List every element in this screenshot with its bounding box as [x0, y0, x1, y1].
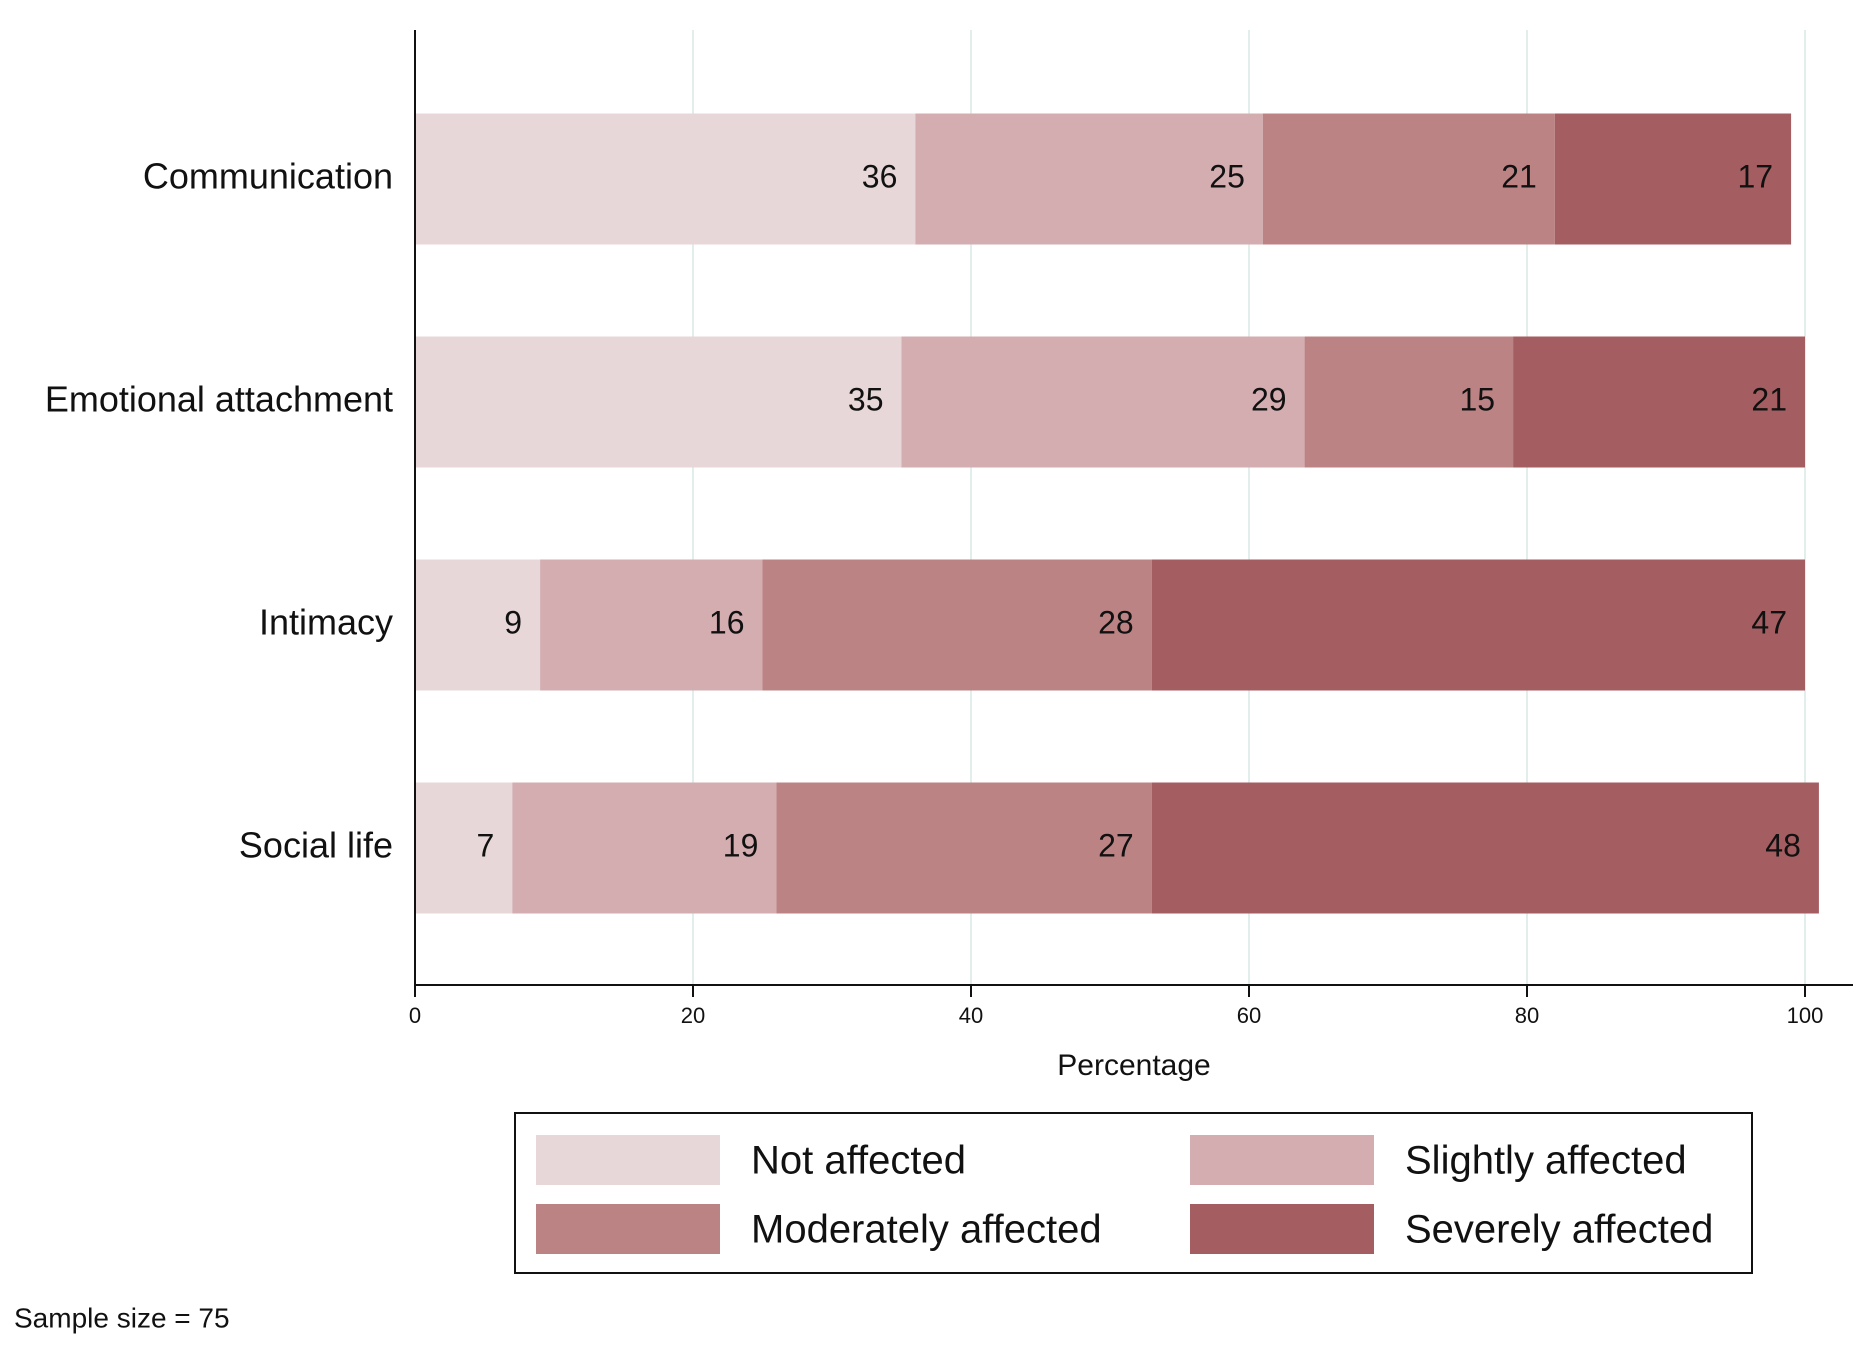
data-label: 47 [1751, 604, 1787, 640]
legend-label: Not affected [751, 1139, 966, 1183]
data-label: 19 [723, 827, 759, 863]
bar-segment [762, 559, 1152, 691]
x-tick-label: 80 [1515, 1003, 1539, 1028]
legend-label: Moderately affected [751, 1208, 1102, 1252]
data-label: 35 [848, 381, 884, 417]
data-label: 48 [1765, 827, 1801, 863]
bar-segment [415, 559, 541, 691]
legend-label: Severely affected [1405, 1208, 1713, 1252]
y-tick-label: Communication [143, 156, 393, 197]
legend-swatch [1190, 1135, 1374, 1185]
legend-label: Slightly affected [1405, 1139, 1687, 1183]
data-label: 36 [862, 158, 898, 194]
y-tick-label: Emotional attachment [45, 379, 393, 420]
x-tick-label: 0 [409, 1003, 421, 1028]
bar-segment [1513, 336, 1805, 468]
x-tick-label: 60 [1237, 1003, 1261, 1028]
data-label: 7 [477, 827, 495, 863]
bar-segment [415, 336, 902, 468]
bar-segment [776, 782, 1152, 914]
bar-segment [1554, 113, 1792, 245]
legend-swatch [536, 1204, 720, 1254]
bar-segment [915, 113, 1263, 245]
x-tick-label: 100 [1787, 1003, 1824, 1028]
data-label: 28 [1098, 604, 1134, 640]
x-tick-label: 40 [959, 1003, 983, 1028]
y-tick-label: Social life [239, 825, 393, 866]
legend-swatch [536, 1135, 720, 1185]
bar-segment [1304, 336, 1514, 468]
note: Sample size = 75 [14, 1302, 230, 1333]
data-label: 25 [1209, 158, 1245, 194]
bar-segment [1151, 782, 1819, 914]
x-tick-label: 20 [681, 1003, 705, 1028]
data-label: 17 [1738, 158, 1774, 194]
bar-segment [415, 782, 513, 914]
legend-swatch [1190, 1204, 1374, 1254]
data-label: 16 [709, 604, 745, 640]
data-label: 15 [1460, 381, 1496, 417]
data-label: 21 [1501, 158, 1537, 194]
data-label: 29 [1251, 381, 1287, 417]
bar-segment [1262, 113, 1555, 245]
data-label: 27 [1098, 827, 1134, 863]
bar-segment [540, 559, 763, 691]
legend-box [514, 1112, 1753, 1274]
bar-segment [901, 336, 1305, 468]
bar-segment [1151, 559, 1805, 691]
bar-segment [415, 113, 916, 245]
data-label: 21 [1751, 381, 1787, 417]
x-axis-label: Percentage [1057, 1049, 1210, 1082]
y-tick-label: Intimacy [259, 602, 393, 643]
bar-segment [512, 782, 777, 914]
data-label: 9 [504, 604, 522, 640]
